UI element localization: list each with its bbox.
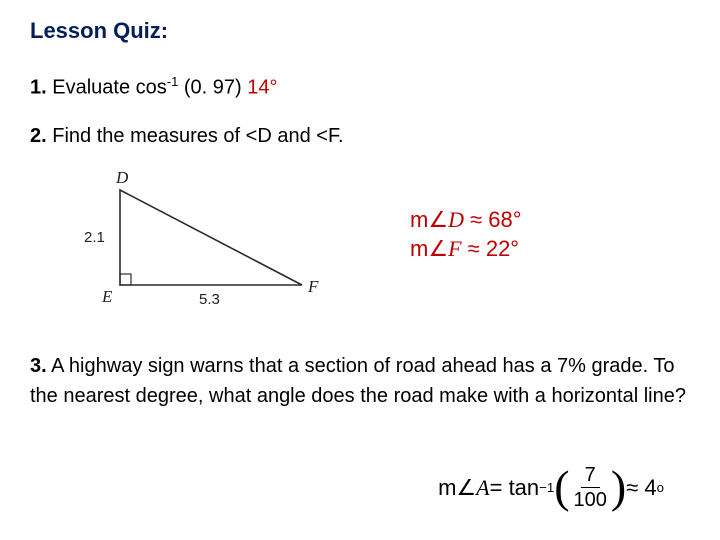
q1-number: 1.	[30, 77, 47, 99]
angle-sym-2: ∠	[428, 236, 448, 261]
angle-a: A	[476, 475, 489, 501]
q2-answer-line2: m∠F ≈ 22°	[410, 234, 522, 264]
deg-sup: o	[657, 480, 664, 495]
triangle-figure: D E F 2.1 5.3	[50, 175, 330, 325]
q1-text-a: Evaluate cos	[47, 77, 167, 99]
question-2: 2. Find the measures of <D and <F.	[30, 121, 690, 151]
vertex-d-label: D	[116, 168, 128, 188]
angle-d: D	[448, 207, 464, 232]
q3-answer: m∠A = tan−1 ( 7 100 ) ≈ 4o	[438, 465, 664, 510]
approx-3: ≈ 4	[626, 475, 656, 501]
q1-text-b: (0. 97)	[178, 77, 247, 99]
approx-2: ≈	[462, 236, 486, 261]
m-prefix-2: m	[410, 236, 428, 261]
approx-1: ≈	[464, 207, 488, 232]
q2-answer-line1: m∠D ≈ 68°	[410, 205, 522, 235]
val-d: 68°	[488, 207, 521, 232]
fraction: 7 100	[574, 465, 607, 510]
lparen: (	[554, 469, 569, 506]
q3-text: A highway sign warns that a section of r…	[30, 355, 686, 407]
eq-tan: = tan	[490, 475, 540, 501]
tan-sup: −1	[539, 480, 554, 495]
q3-number: 3.	[30, 355, 47, 377]
side-de-label: 2.1	[84, 229, 105, 246]
triangle-svg	[50, 175, 330, 325]
question-3: 3. A highway sign warns that a section o…	[30, 351, 690, 411]
q1-sup: -1	[167, 74, 179, 89]
q1-answer: 14°	[247, 77, 277, 99]
q2-number: 2.	[30, 125, 47, 147]
q2-text: Find the measures of <D and <F.	[47, 125, 344, 147]
m-prefix-3: m	[438, 475, 456, 501]
q2-answer: m∠D ≈ 68° m∠F ≈ 22°	[410, 205, 522, 264]
q2-row: D E F 2.1 5.3 m∠D ≈ 68° m∠F ≈ 22°	[30, 169, 690, 325]
vertex-f-label: F	[308, 277, 318, 297]
angle-sym-1: ∠	[428, 207, 448, 232]
question-1: 1. Evaluate cos-1 (0. 97) 14°	[30, 72, 690, 103]
val-f: 22°	[486, 236, 519, 261]
frac-den: 100	[574, 488, 607, 510]
side-ef-label: 5.3	[199, 291, 220, 308]
frac-num: 7	[581, 465, 600, 488]
angle-sym-3: ∠	[456, 475, 476, 501]
lesson-title: Lesson Quiz:	[30, 18, 690, 44]
angle-f: F	[448, 236, 461, 261]
m-prefix-1: m	[410, 207, 428, 232]
rparen: )	[611, 469, 626, 506]
vertex-e-label: E	[102, 287, 112, 307]
